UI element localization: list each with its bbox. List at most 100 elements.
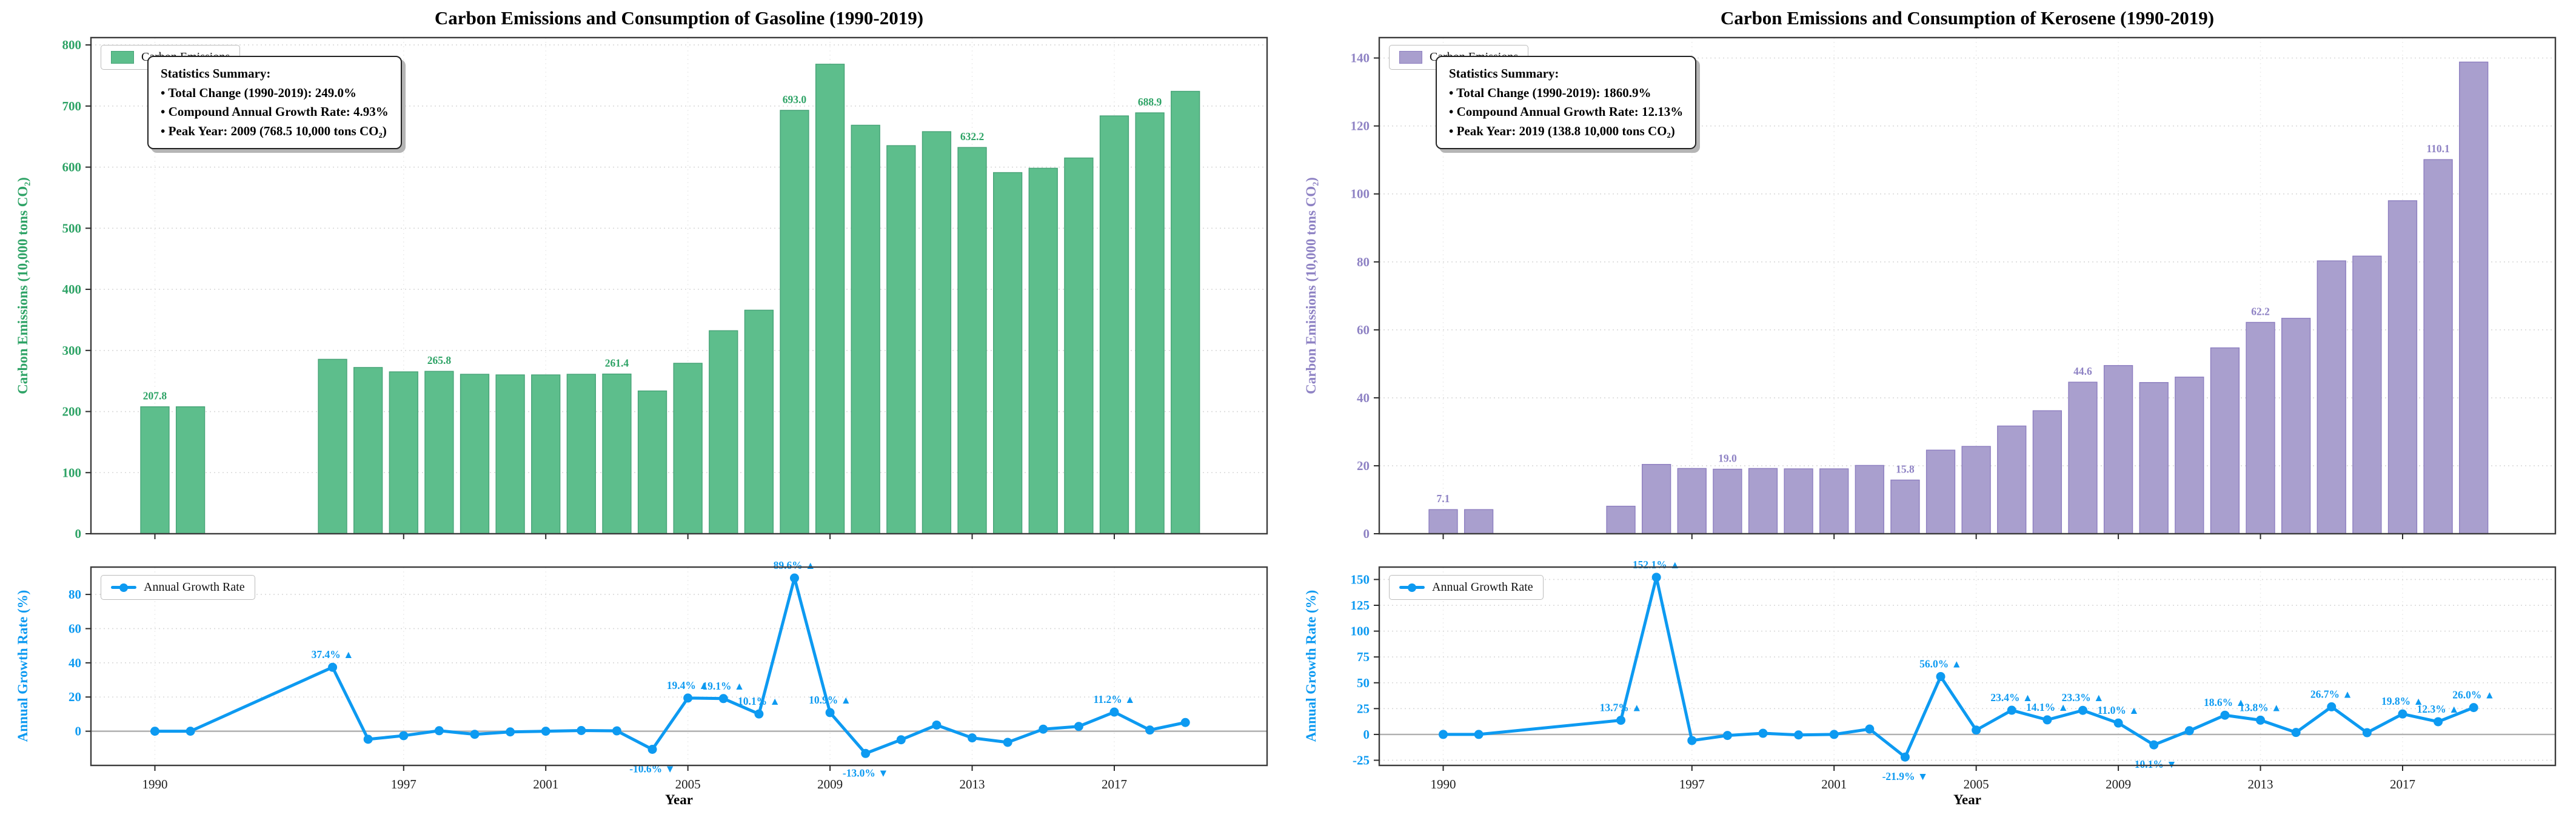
marker-1995 <box>328 662 338 672</box>
growth-label-2003: -21.9% ▼ <box>1882 770 1929 782</box>
marker-2001 <box>541 727 550 736</box>
marker-2003 <box>1900 752 1910 762</box>
x-tick-2005: 2005 <box>1964 777 1989 791</box>
line-legend-swatch <box>1399 583 1425 592</box>
growth-legend: Annual Growth Rate <box>101 575 255 600</box>
bar-2010 <box>851 124 880 534</box>
growth-label-2004: -10.6% ▼ <box>629 763 675 775</box>
growth-value-labels: 13.7% ▲ 152.1% ▲ -21.9% ▼ 56.0% ▲ 23.4% ▲14.… <box>1600 559 2495 782</box>
x-tick-2013: 2013 <box>960 777 985 791</box>
x-tick-2013: 2013 <box>2248 777 2273 791</box>
growth-label-2008: 23.3% ▲ <box>2062 691 2104 704</box>
bar-label-2013: 632.2 <box>960 130 984 143</box>
bar-2003 <box>1890 479 1920 534</box>
svg-text:80: 80 <box>69 587 81 602</box>
x-tick-2009: 2009 <box>2106 777 2131 791</box>
svg-text:40: 40 <box>69 656 81 670</box>
emissions-bars <box>1428 61 2489 534</box>
line-legend-marker <box>119 583 128 592</box>
marker-2014 <box>2291 728 2301 738</box>
marker-2015 <box>2327 702 2337 711</box>
marker-2016 <box>1074 722 1083 731</box>
bar-2008 <box>2068 381 2098 534</box>
bar-1990 <box>1428 509 1458 534</box>
bar-2004 <box>1925 449 1956 534</box>
growth-label-2008: 89.6% ▲ <box>774 559 816 571</box>
svg-text:800: 800 <box>62 38 82 52</box>
x-axis-label: Year <box>1953 792 1981 807</box>
growth-label-2006: 23.4% ▲ <box>1990 691 2033 704</box>
bar-value-labels: 207.8 265.8 261.4 693.0 632.2 688.9 <box>143 93 1162 402</box>
bar-2008 <box>780 110 809 534</box>
growth-label-2018: 12.3% ▲ <box>2417 703 2460 715</box>
marker-1990 <box>1438 730 1448 739</box>
growth-label-2006: 19.1% ▲ <box>702 680 744 692</box>
x-tick-1990: 1990 <box>1430 777 1456 791</box>
marker-2002 <box>1865 724 1875 734</box>
svg-text:400: 400 <box>62 282 82 297</box>
bar-2007 <box>744 309 774 534</box>
marker-2004 <box>1936 672 1945 682</box>
svg-text:60: 60 <box>1357 323 1370 337</box>
marker-2014 <box>1003 738 1012 747</box>
marker-2009 <box>825 708 835 718</box>
bar-2019 <box>2459 61 2489 534</box>
stats-line: • Peak Year: 2009 (768.5 10,000 tons CO₂… <box>161 123 387 138</box>
marker-2019 <box>1180 718 1190 727</box>
bar-2011 <box>886 145 916 534</box>
bar-2018 <box>2423 159 2453 534</box>
stats-line: Statistics Summary: <box>161 66 271 81</box>
x-tick-2017: 2017 <box>1102 777 1127 791</box>
bar-2018 <box>1135 112 1165 534</box>
bar-label-2003: 15.8 <box>1896 463 1915 475</box>
x-axis-label: Year <box>665 792 693 807</box>
marker-2010 <box>861 748 871 758</box>
stats-line: • Total Change (1990-2019): 249.0% <box>161 85 356 100</box>
marker-1997 <box>399 731 409 741</box>
marker-2008 <box>2078 705 2087 715</box>
marker-1991 <box>186 727 195 736</box>
marker-2002 <box>577 725 586 735</box>
x-tick-2009: 2009 <box>817 777 843 791</box>
marker-2013 <box>2256 715 2266 725</box>
bar-2000 <box>1784 468 1813 534</box>
growth-label-2019: 26.0% ▲ <box>2452 689 2495 701</box>
chart-group-kerosene: 7.1 19.0 15.8 44.6 62.2 110.1 13.7% ▲ 152.1% ▲ -… <box>1288 0 2576 820</box>
marker-2013 <box>968 733 977 743</box>
svg-text:20: 20 <box>69 690 81 704</box>
bar-1999 <box>460 374 490 534</box>
marker-2011 <box>2184 726 2194 736</box>
marker-1995 <box>1616 716 1626 725</box>
marker-1996 <box>1651 573 1661 582</box>
bar-2015 <box>1028 167 1058 534</box>
svg-text:0: 0 <box>75 724 82 739</box>
bar-2007 <box>2032 410 2062 534</box>
svg-text:0: 0 <box>1363 526 1370 541</box>
bar-2014 <box>993 172 1023 534</box>
bar-2003 <box>602 373 632 534</box>
svg-text:20: 20 <box>1357 459 1370 473</box>
growth-label-2009: 11.0% ▲ <box>2098 704 2139 716</box>
svg-text:0: 0 <box>75 526 82 541</box>
marker-2015 <box>1039 724 1048 734</box>
bar-1998 <box>424 371 454 534</box>
bar-2001 <box>531 374 561 534</box>
stats-line: • Compound Annual Growth Rate: 4.93% <box>161 104 389 119</box>
bar-1997 <box>1677 468 1707 534</box>
bar-label-1990: 207.8 <box>143 390 167 402</box>
marker-2003 <box>612 726 621 736</box>
bar-label-1998: 265.8 <box>427 354 452 366</box>
bar-label-1990: 7.1 <box>1437 492 1450 505</box>
x-tick-1997: 1997 <box>391 777 417 791</box>
marker-2018 <box>2434 717 2443 727</box>
growth-label-2009: 10.9% ▲ <box>809 694 851 706</box>
marker-2004 <box>647 745 657 754</box>
bar-label-2008: 693.0 <box>783 93 807 106</box>
bar-1991 <box>175 406 206 534</box>
bar-1999 <box>1748 468 1778 534</box>
svg-text:25: 25 <box>1357 701 1370 716</box>
marker-1998 <box>434 726 444 736</box>
marker-1990 <box>150 727 159 736</box>
stats-line: • Total Change (1990-2019): 1860.9% <box>1449 85 1651 100</box>
x-tick-2017: 2017 <box>2390 777 2415 791</box>
